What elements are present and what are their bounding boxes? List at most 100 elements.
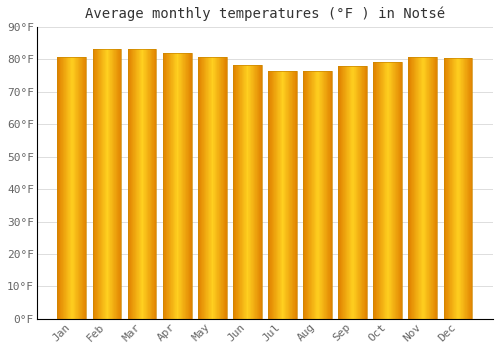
Bar — [250, 65, 251, 319]
Bar — [395, 63, 396, 319]
Bar — [152, 49, 153, 319]
Bar — [364, 66, 366, 319]
Bar — [425, 57, 426, 319]
Bar — [448, 58, 450, 319]
Bar — [233, 65, 234, 319]
Bar — [163, 53, 164, 319]
Bar — [77, 57, 78, 319]
Bar — [214, 57, 215, 319]
Bar — [268, 71, 297, 319]
Bar — [198, 57, 226, 319]
Bar — [311, 71, 312, 319]
Bar — [165, 53, 166, 319]
Bar — [429, 57, 430, 319]
Bar — [305, 71, 306, 319]
Bar — [338, 66, 367, 319]
Bar — [240, 65, 241, 319]
Bar — [225, 57, 226, 319]
Bar — [353, 66, 354, 319]
Bar — [471, 58, 472, 319]
Bar — [375, 63, 376, 319]
Bar — [295, 71, 296, 319]
Bar — [431, 57, 432, 319]
Bar — [331, 71, 332, 319]
Bar — [217, 57, 218, 319]
Bar — [389, 63, 390, 319]
Bar — [170, 53, 171, 319]
Bar — [420, 57, 421, 319]
Bar — [259, 65, 260, 319]
Bar — [252, 65, 253, 319]
Bar — [209, 57, 210, 319]
Bar — [346, 66, 347, 319]
Bar — [187, 53, 188, 319]
Bar — [468, 58, 469, 319]
Bar — [416, 57, 417, 319]
Bar — [116, 49, 117, 319]
Bar — [99, 49, 100, 319]
Bar — [444, 58, 446, 319]
Bar — [148, 49, 149, 319]
Bar — [322, 71, 324, 319]
Bar — [408, 57, 437, 319]
Bar — [290, 71, 291, 319]
Bar — [289, 71, 290, 319]
Bar — [283, 71, 284, 319]
Bar — [134, 49, 135, 319]
Bar — [101, 49, 102, 319]
Bar — [348, 66, 349, 319]
Bar — [58, 57, 86, 319]
Bar — [78, 57, 79, 319]
Bar — [254, 65, 255, 319]
Bar — [408, 57, 437, 319]
Bar — [343, 66, 344, 319]
Bar — [210, 57, 211, 319]
Bar — [185, 53, 186, 319]
Bar — [176, 53, 177, 319]
Bar — [70, 57, 72, 319]
Bar — [308, 71, 309, 319]
Bar — [460, 58, 461, 319]
Bar — [245, 65, 246, 319]
Bar — [276, 71, 278, 319]
Bar — [288, 71, 289, 319]
Bar — [303, 71, 332, 319]
Bar — [356, 66, 357, 319]
Bar — [314, 71, 315, 319]
Bar — [114, 49, 115, 319]
Bar — [85, 57, 86, 319]
Bar — [274, 71, 275, 319]
Bar — [291, 71, 292, 319]
Bar — [409, 57, 410, 319]
Bar — [65, 57, 66, 319]
Bar — [463, 58, 464, 319]
Bar — [415, 57, 416, 319]
Bar — [270, 71, 271, 319]
Bar — [97, 49, 98, 319]
Bar — [61, 57, 62, 319]
Bar — [400, 63, 401, 319]
Bar — [92, 49, 122, 319]
Bar — [444, 58, 472, 319]
Bar — [220, 57, 221, 319]
Bar — [222, 57, 223, 319]
Bar — [384, 63, 385, 319]
Bar — [374, 63, 402, 319]
Bar — [363, 66, 364, 319]
Bar — [467, 58, 468, 319]
Bar — [154, 49, 156, 319]
Bar — [199, 57, 200, 319]
Bar — [215, 57, 216, 319]
Bar — [303, 71, 332, 319]
Bar — [303, 71, 304, 319]
Bar — [466, 58, 467, 319]
Bar — [321, 71, 322, 319]
Bar — [390, 63, 391, 319]
Bar — [392, 63, 393, 319]
Bar — [374, 63, 402, 319]
Bar — [418, 57, 419, 319]
Bar — [324, 71, 325, 319]
Bar — [347, 66, 348, 319]
Bar — [218, 57, 219, 319]
Bar — [64, 57, 65, 319]
